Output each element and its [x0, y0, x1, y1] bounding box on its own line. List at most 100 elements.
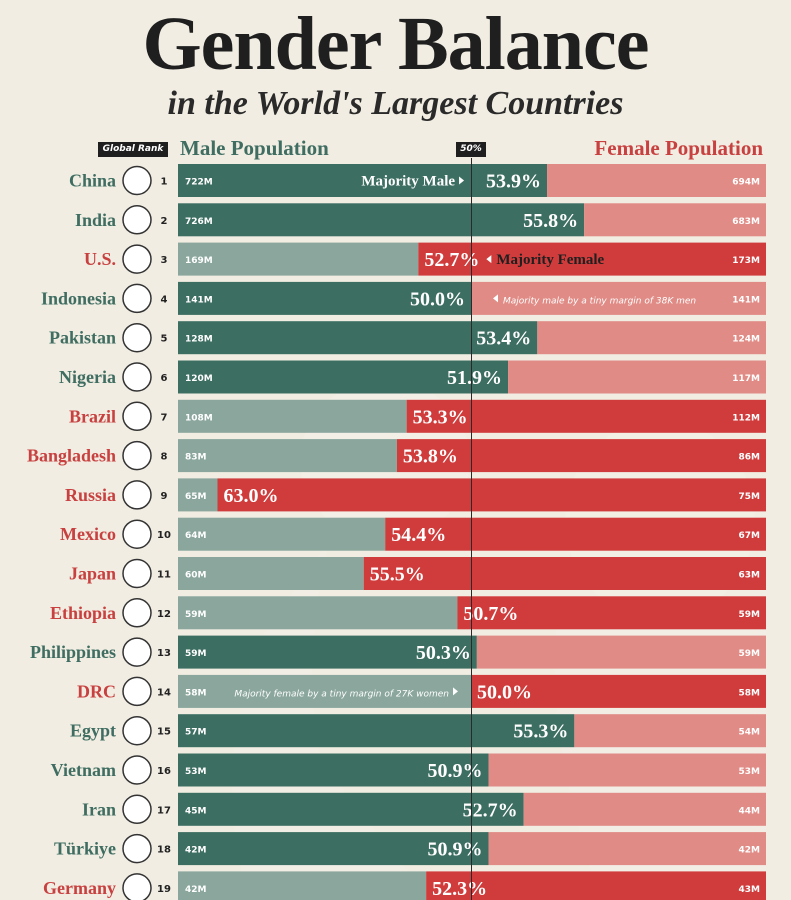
country-label: Vietnam [51, 760, 116, 780]
female-population-value: 42M [739, 846, 761, 856]
female-population-value: 124M [732, 335, 760, 345]
arrow-right-icon [459, 176, 465, 185]
male-bar [178, 753, 489, 787]
flag-icon [122, 833, 152, 864]
rank-label: 3 [161, 255, 168, 266]
rank-label: 17 [157, 805, 171, 816]
male-population-value: 58M [185, 688, 207, 698]
rank-label: 12 [157, 609, 171, 620]
majority-share-label: 54.4% [391, 524, 446, 546]
flag-icon [122, 519, 152, 549]
rank-label: 10 [157, 530, 171, 541]
arrow-left-icon [493, 294, 498, 303]
female-population-value: 86M [739, 453, 761, 463]
male-population-value: 45M [185, 806, 207, 816]
female-population-value: 58M [739, 688, 761, 698]
flag-icon [122, 244, 152, 274]
majority-share-label: 55.8% [523, 210, 578, 232]
female-bar [574, 714, 766, 748]
male-population-value: 65M [185, 492, 207, 502]
flag-icon [122, 165, 152, 196]
female-population-label: Female Population [594, 136, 763, 160]
female-population-value: 59M [739, 649, 761, 659]
majority-share-label: 50.7% [463, 603, 518, 625]
flag-icon [122, 676, 152, 707]
female-bar [488, 832, 766, 866]
male-bar [178, 281, 471, 315]
female-bar [471, 281, 766, 315]
majority-share-label: 52.7% [424, 249, 479, 271]
male-bar [178, 399, 407, 433]
bar-overlay [178, 203, 766, 236]
fifty-percent-line [471, 158, 472, 900]
male-population-value: 60M [185, 571, 207, 581]
country-label: Russia [65, 485, 116, 505]
female-bar [547, 164, 766, 197]
male-bar [178, 242, 419, 276]
bar-overlay [178, 714, 766, 747]
female-bar [471, 674, 766, 708]
majority-share-label: 50.9% [428, 839, 483, 861]
bar-overlay [178, 557, 766, 590]
female-population-value: 67M [739, 531, 761, 541]
flag-icon [122, 794, 152, 825]
rank-label: 11 [157, 570, 171, 581]
male-population-value: 141M [185, 295, 213, 305]
male-population-value: 59M [185, 649, 207, 659]
female-bar [396, 439, 766, 473]
male-population-value: 57M [185, 728, 207, 738]
male-population-label: Male Population [180, 136, 329, 160]
country-label: Pakistan [49, 328, 116, 348]
male-population-value: 42M [185, 846, 207, 856]
flag-icon [122, 873, 152, 900]
majority-share-label: 55.3% [513, 721, 568, 743]
country-label: Ethiopia [50, 603, 116, 623]
male-bar [178, 635, 477, 669]
female-bar [476, 635, 766, 669]
male-bar [178, 871, 427, 900]
female-population-value: 112M [732, 413, 760, 423]
female-population-value: 63M [739, 571, 761, 581]
female-bar [363, 557, 766, 590]
flag-icon [122, 362, 152, 392]
majority-share-label: 50.9% [428, 760, 483, 782]
rank-label: 2 [161, 216, 168, 227]
male-population-value: 42M [185, 885, 207, 895]
country-label: Mexico [60, 524, 116, 544]
flag-icon [122, 205, 152, 235]
female-bar [418, 242, 766, 276]
male-bar [178, 203, 585, 237]
male-population-value: 722M [185, 178, 213, 188]
country-label: Germany [43, 878, 116, 898]
male-population-value: 83M [185, 453, 207, 463]
rank-label: 7 [161, 412, 168, 423]
female-population-value: 54M [739, 728, 761, 738]
male-population-value: 108M [185, 413, 213, 423]
flag-icon [122, 480, 152, 510]
flag-icon [122, 637, 152, 667]
flag-icon [122, 322, 152, 353]
female-population-value: 683M [732, 217, 760, 227]
female-population-value: 75M [739, 492, 761, 502]
female-population-value: 173M [732, 256, 760, 266]
female-bar [426, 871, 766, 900]
male-bar [178, 792, 524, 826]
country-label: Türkiye [54, 839, 116, 859]
majority-share-label: 52.7% [463, 799, 518, 821]
female-bar [385, 517, 766, 551]
page-title: Gender Balance [142, 2, 649, 86]
female-population-value: 53M [739, 767, 761, 777]
rank-label: 1 [161, 177, 168, 188]
male-bar [178, 517, 386, 551]
majority-share-label: 50.0% [477, 681, 532, 703]
rank-label: 9 [161, 491, 168, 502]
country-label: Philippines [30, 642, 116, 662]
flag-icon [122, 598, 152, 628]
male-population-value: 53M [185, 767, 207, 777]
male-population-value: 169M [185, 256, 213, 266]
flag-icon [122, 715, 152, 746]
majority-share-label: 53.4% [476, 328, 531, 350]
female-bar [584, 203, 766, 237]
country-label: Bangladesh [27, 446, 116, 466]
